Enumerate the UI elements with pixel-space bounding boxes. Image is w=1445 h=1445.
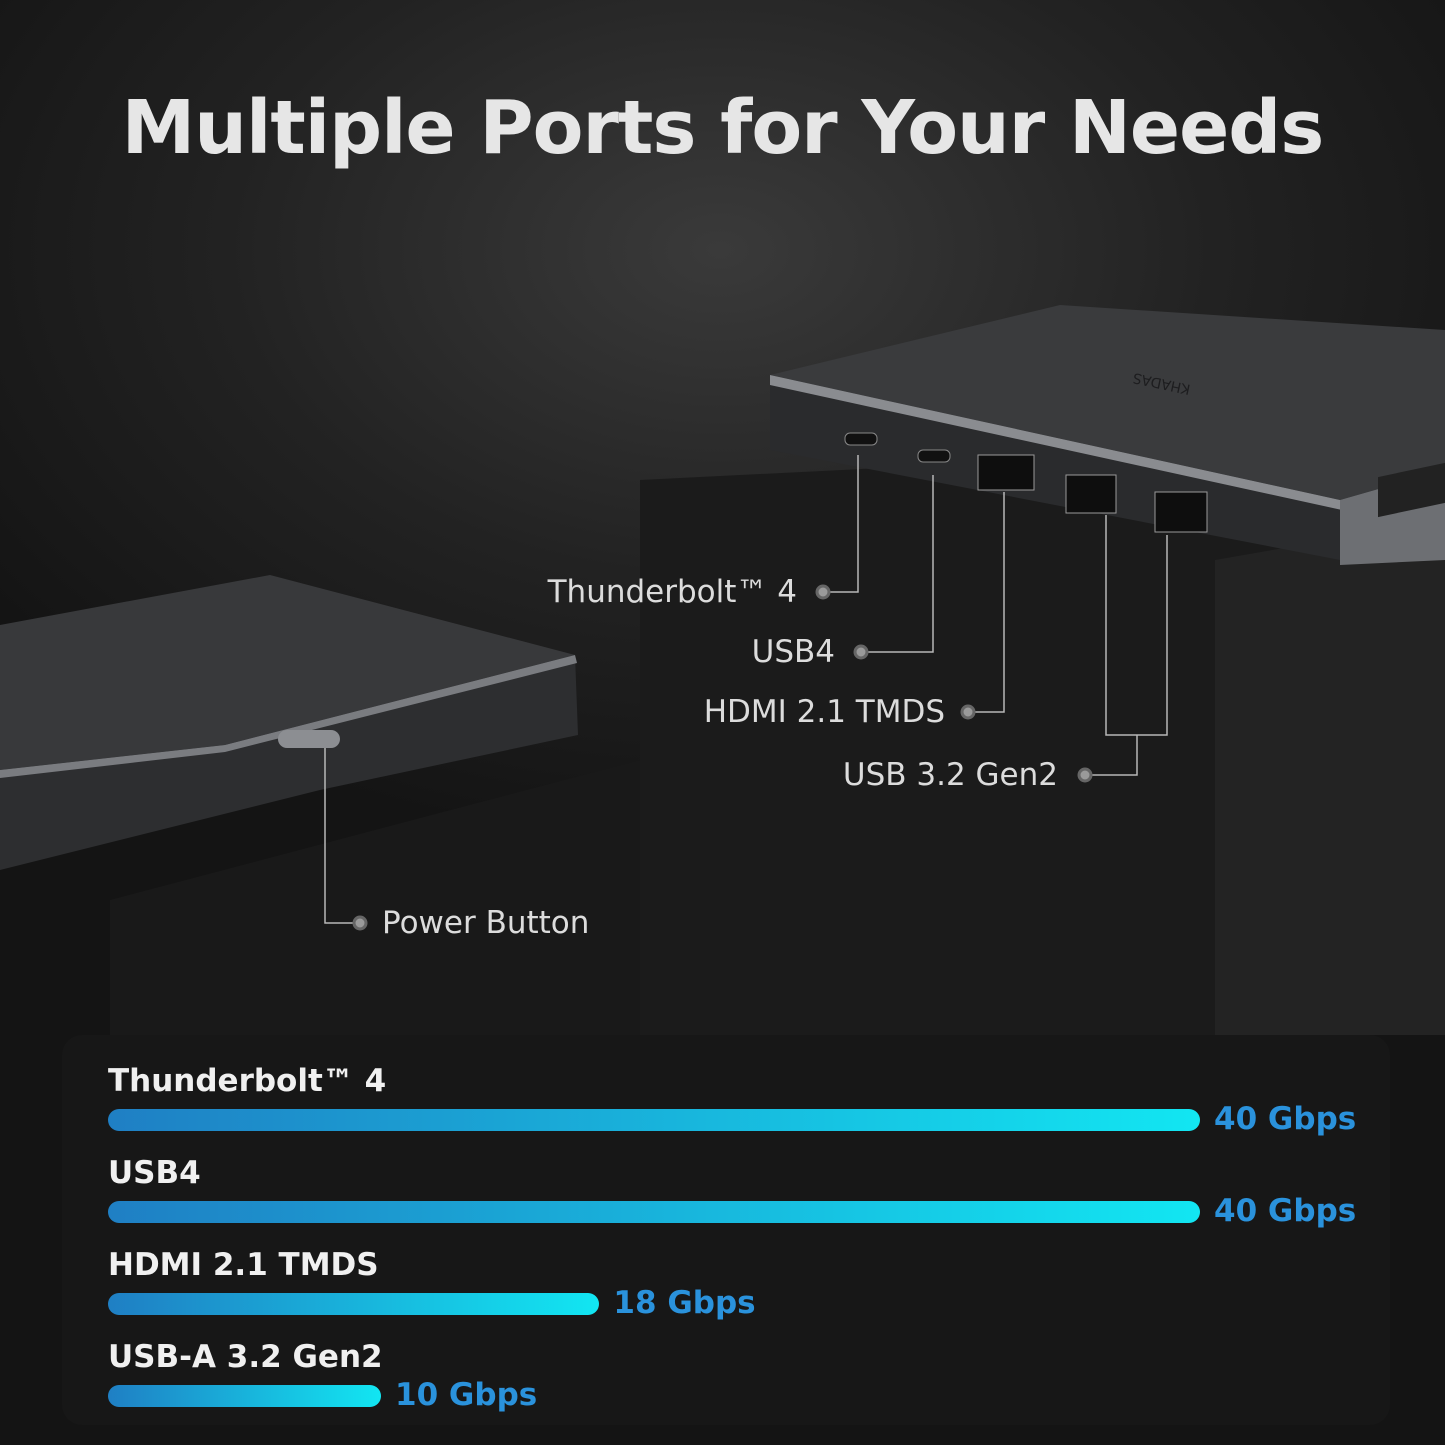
callout-dots [352,584,1093,931]
hdmi-port [977,454,1035,491]
speed-bar [108,1201,1200,1223]
callout-power-button: Power Button [382,905,590,941]
power-button [278,730,340,748]
usb4-port [917,449,951,463]
page-title: Multiple Ports for Your Needs [121,85,1325,171]
mini-pc-rear: KHADAS [770,305,1445,565]
speed-bar [108,1385,381,1407]
callout-thunderbolt: Thunderbolt™ 4 [547,574,797,610]
left-pedestal [110,760,640,1035]
callout-lines [324,455,1168,924]
usb-a-port [1154,491,1208,533]
bar-value: 18 Gbps [613,1285,756,1321]
callout-usb4: USB4 [751,634,835,670]
bar-value: 40 Gbps [1214,1101,1357,1137]
bar-label: HDMI 2.1 TMDS [108,1247,379,1283]
speed-bar [108,1293,600,1315]
callout-usb32: USB 3.2 Gen2 [842,757,1058,793]
bar-value: 40 Gbps [1214,1193,1357,1229]
thunderbolt-port [844,432,878,446]
bar-label: USB-A 3.2 Gen2 [108,1339,383,1375]
bar-label: USB4 [108,1155,201,1191]
usb-a-port [1065,474,1117,514]
callout-hdmi: HDMI 2.1 TMDS [703,694,945,730]
speed-panel [62,1035,1390,1425]
bar-label: Thunderbolt™ 4 [108,1063,387,1099]
speed-bar [108,1109,1200,1131]
mini-pc-front [0,575,578,870]
bar-value: 10 Gbps [395,1377,538,1413]
